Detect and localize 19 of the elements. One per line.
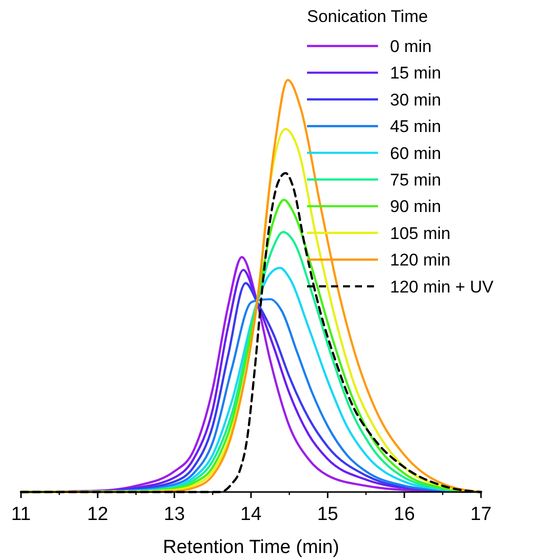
legend-label: 0 min bbox=[390, 37, 432, 56]
legend-label: 120 min + UV bbox=[390, 277, 494, 296]
x-axis-title: Retention Time (min) bbox=[162, 537, 340, 558]
x-tick-label: 12 bbox=[87, 504, 108, 525]
x-tick-label: 14 bbox=[240, 504, 262, 525]
legend-label: 120 min bbox=[390, 250, 450, 270]
legend-title: Sonication Time bbox=[307, 7, 428, 26]
legend-label: 30 min bbox=[390, 90, 442, 110]
legend-label: 90 min bbox=[390, 197, 442, 216]
x-tick-label: 16 bbox=[394, 504, 415, 525]
x-tick-label: 15 bbox=[317, 504, 338, 525]
x-tick-label: 13 bbox=[164, 504, 185, 525]
legend-label: 75 min bbox=[390, 170, 442, 190]
legend-label: 45 min bbox=[390, 117, 442, 136]
x-tick-label: 17 bbox=[470, 504, 492, 525]
legend-label: 60 min bbox=[390, 144, 442, 163]
legend-label: 15 min bbox=[390, 64, 442, 83]
legend-label: 105 min bbox=[390, 224, 450, 243]
x-tick-label: 11 bbox=[11, 504, 31, 525]
